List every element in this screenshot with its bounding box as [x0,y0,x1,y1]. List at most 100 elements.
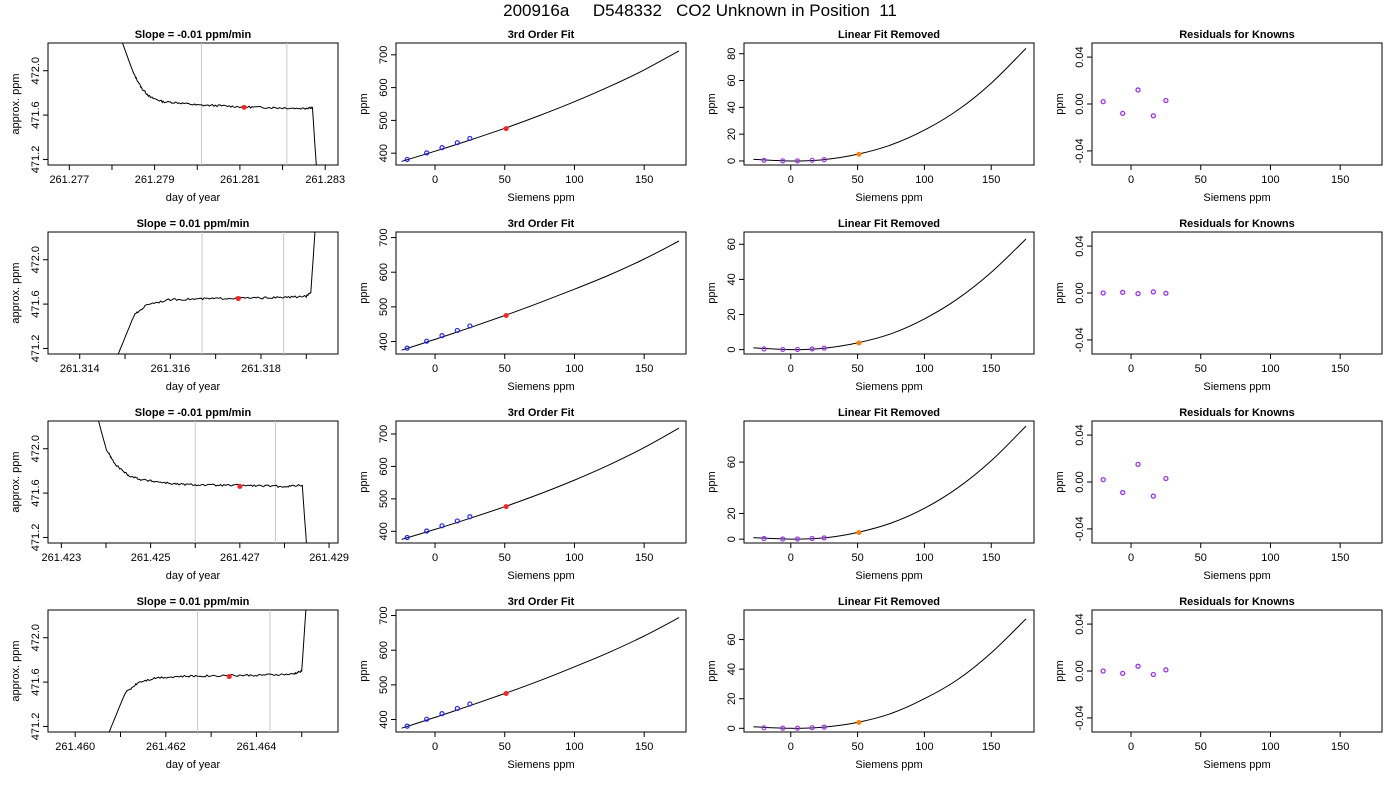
y-tick-label: -0.04 [1074,327,1086,352]
known-standard-point [424,150,430,156]
plot-area [1100,289,1169,297]
y-tick-label: 600 [378,457,390,475]
x-tick-label: 0 [788,552,794,564]
residual-point [1120,289,1126,296]
y-tick-label: 600 [378,78,390,96]
panel-8: Residuals for Knowns 0 50 100 150 -0.04 0.00 0.… [1054,218,1383,393]
panel-title: 3rd Order Fit [508,29,575,41]
known-standard-point [761,346,767,352]
plot-frame [743,42,1035,166]
x-axis-label: Siemens ppm [1203,381,1270,393]
panel-7: Linear Fit Removed 0 50 100 150 0 20 40 60 Siemen… [706,218,1035,393]
plot-area [98,421,307,543]
known-standard-point [794,346,801,353]
plot-area [108,610,307,732]
y-axis-label: ppm [706,93,718,114]
x-tick-label: 50 [499,741,511,753]
y-tick-label: 500 [378,676,390,694]
x-tick-label: 0 [432,552,438,564]
y-axis-label: ppm [358,471,370,492]
plot-frame [47,609,339,733]
y-tick-label: 40 [726,101,738,113]
y-tick-label: 400 [378,144,390,162]
y-tick-label: 400 [378,710,390,728]
panel-title: Linear Fit Removed [838,29,940,41]
plot-area [753,238,1027,353]
plot-area [401,617,680,729]
y-tick-label: 0 [726,158,738,164]
y-tick-label: 471.6 [30,668,42,696]
known-standard-point [439,711,445,717]
y-tick-label: 0.04 [1074,613,1086,634]
residual-point [1135,87,1141,93]
y-axis-label: ppm [358,282,370,303]
x-tick-label: 50 [1195,363,1207,375]
x-tick-label: 150 [1331,741,1349,753]
plot-area [753,48,1027,164]
unknown-sample-marker [241,104,247,110]
x-tick-label: 0 [788,363,794,375]
unknown-sample-marker [235,296,241,302]
known-standard-point [809,535,815,542]
x-tick-label: 50 [499,552,511,564]
plot-frame [1091,42,1383,166]
residual-point [1135,290,1141,297]
x-tick-label: 261.423 [42,552,82,564]
x-tick-label: 261.279 [135,174,175,186]
plot-frame [47,231,339,355]
x-tick-label: 100 [1261,552,1279,564]
y-tick-label: 500 [378,490,390,508]
x-tick-label: 0 [432,741,438,753]
x-axis-label: Siemens ppm [855,381,922,393]
figure-title: 200916a D548332 CO2 Unknown in Position … [503,1,897,20]
x-tick-label: 50 [851,741,863,753]
x-tick-label: 150 [635,363,653,375]
known-standard-point [404,345,410,351]
unknown-sample-point [856,151,862,157]
y-tick-label: 500 [378,298,390,316]
unknown-sample-marker [226,674,232,680]
x-tick-label: 50 [499,174,511,186]
unknown-sample-point [856,529,862,535]
y-axis-label: approx. ppm [10,451,22,512]
panel-13: Slope = 0.01 ppm/min 261.460 261.462 261.46… [10,596,339,771]
y-tick-label: 700 [378,228,390,246]
x-tick-label: 0 [788,741,794,753]
residual-point [1150,289,1156,295]
unknown-sample-point [856,340,862,346]
unknown-sample-point [503,126,509,132]
x-tick-label: 0 [1128,552,1134,564]
x-tick-label: 261.425 [131,552,171,564]
y-tick-label: 471.2 [30,335,42,363]
plot-frame [47,42,339,166]
y-tick-label: 400 [378,332,390,350]
x-tick-label: 261.283 [305,174,345,186]
plot-frame [47,420,339,544]
known-standard-point [454,327,460,334]
x-tick-label: 100 [565,552,583,564]
y-tick-label: 20 [726,693,738,705]
panel-11: Linear Fit Removed 0 50 100 150 0 20 60 Siemens … [706,407,1035,582]
panel-16: Residuals for Knowns 0 50 100 150 -0.04 0.00 0.… [1054,596,1383,771]
y-tick-label: 471.6 [30,479,42,507]
panel-1: Slope = -0.01 ppm/min 261.277 261.279 261.2… [10,29,345,204]
known-standard-point [424,338,430,344]
x-tick-label: 261.281 [220,174,260,186]
y-tick-label: 20 [726,507,738,519]
panel-4: Residuals for Knowns 0 50 100 150 -0.04 0.00 0.… [1054,29,1383,204]
y-axis-label: ppm [358,93,370,114]
y-tick-label: 60 [726,238,738,250]
y-tick-label: 0.04 [1074,235,1086,256]
y-axis-label: approx. ppm [10,73,22,134]
y-axis-label: ppm [706,282,718,303]
panel-2: 3rd Order Fit 0 50 100 150 400 500 600 700 Siemen… [358,29,687,204]
known-standard-point [404,723,410,729]
residual-point [1150,493,1156,499]
y-tick-label: 0.00 [1074,282,1086,303]
plot-frame [743,609,1035,733]
panel-title: Linear Fit Removed [838,407,940,419]
y-tick-label: 471.2 [30,524,42,552]
known-standard-point [821,535,827,541]
panel-title: 3rd Order Fit [508,407,575,419]
